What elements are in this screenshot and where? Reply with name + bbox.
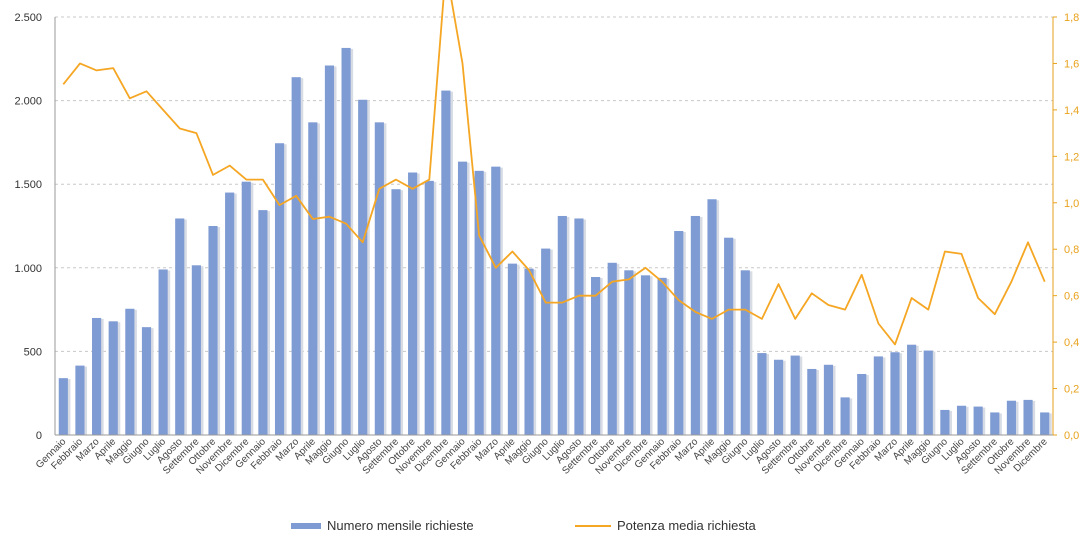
bar [75,365,85,435]
bar [740,270,750,435]
legend-label-line: Potenza media richiesta [617,518,757,533]
bar [141,327,152,435]
bar [757,353,767,435]
legend-label-bars: Numero mensile richieste [327,518,474,533]
bar [1006,400,1016,435]
bar [424,180,434,435]
bar [308,122,318,435]
bar [158,269,168,435]
bar [391,189,401,435]
bar [92,317,102,435]
bar [591,276,601,435]
bar [258,210,268,435]
bar [474,170,484,435]
bar [241,181,251,435]
bar [840,397,850,435]
y-left-tick-label: 2.000 [14,96,42,108]
bar [58,378,68,435]
bar [690,215,700,435]
bar [674,231,684,435]
y-right-tick-label: 1,2 [1064,151,1079,163]
gridlines [55,16,1053,352]
y-right-tick-label: 1,4 [1064,105,1079,117]
y-right-tick-label: 0,2 [1064,384,1079,396]
bar [191,265,201,435]
bar [873,356,883,435]
bar [457,161,468,436]
legend-swatch-bars [291,523,321,529]
y-left-tick-label: 1.500 [14,179,42,191]
y-left-tick-label: 500 [24,346,42,358]
bar [724,237,734,435]
bar [574,218,584,435]
bar [624,270,634,435]
bar [208,226,218,435]
bar [823,364,834,435]
y-right-tick-label: 1,8 [1064,12,1079,24]
bar [225,192,235,435]
bar [990,412,1000,435]
axes [54,17,1054,436]
bar [973,406,983,435]
y-right-tick-label: 1,6 [1064,58,1079,70]
bar [1023,399,1033,435]
bar [907,344,917,435]
bar [923,350,933,435]
bar [491,166,501,436]
y-right-tick-label: 1,0 [1064,198,1079,210]
bar [807,368,817,435]
bar [374,122,384,435]
y-left-tick-label: 1.000 [14,263,42,275]
bar [175,218,185,435]
line-path [62,0,1046,346]
y-right-tick-label: 0,0 [1064,430,1079,442]
bar [291,77,301,435]
bar [408,172,418,435]
bar [358,99,368,435]
bar [640,275,651,435]
y-axis-right-ticks: 0,0 0,2 0,4 0,6 0,8 1,0 1,2 1,4 1,6 1,8 [1053,12,1079,442]
x-axis-ticks: GennaioFebbraioMarzoAprileMaggioGiugnoLu… [34,436,1050,477]
bar [341,47,351,435]
y-axis-left-ticks: 0 500 1.000 1.500 2.000 2.500 [14,12,42,442]
bar [274,143,285,435]
bar [524,268,534,435]
bar [857,373,867,435]
bar [607,262,617,435]
bar [657,277,667,435]
bar [557,215,567,435]
y-right-tick-label: 0,8 [1064,244,1079,256]
bar [541,248,551,435]
bar [1040,412,1050,435]
y-left-tick-label: 0 [36,430,42,442]
bar [441,90,451,436]
bar [324,65,335,435]
y-right-tick-label: 0,6 [1064,291,1079,303]
bar [707,199,717,435]
y-right-tick-label: 0,4 [1064,337,1079,349]
bar [890,352,900,435]
bar [956,405,967,435]
bar [507,263,517,435]
legend: Numero mensile richieste Potenza media r… [291,518,757,533]
line-series [62,0,1046,346]
bar [940,409,950,435]
bar [773,359,784,435]
bar-series [58,47,1052,436]
bar [790,355,800,435]
bar [108,321,118,435]
bar [125,308,135,435]
y-left-tick-label: 2.500 [14,12,42,24]
